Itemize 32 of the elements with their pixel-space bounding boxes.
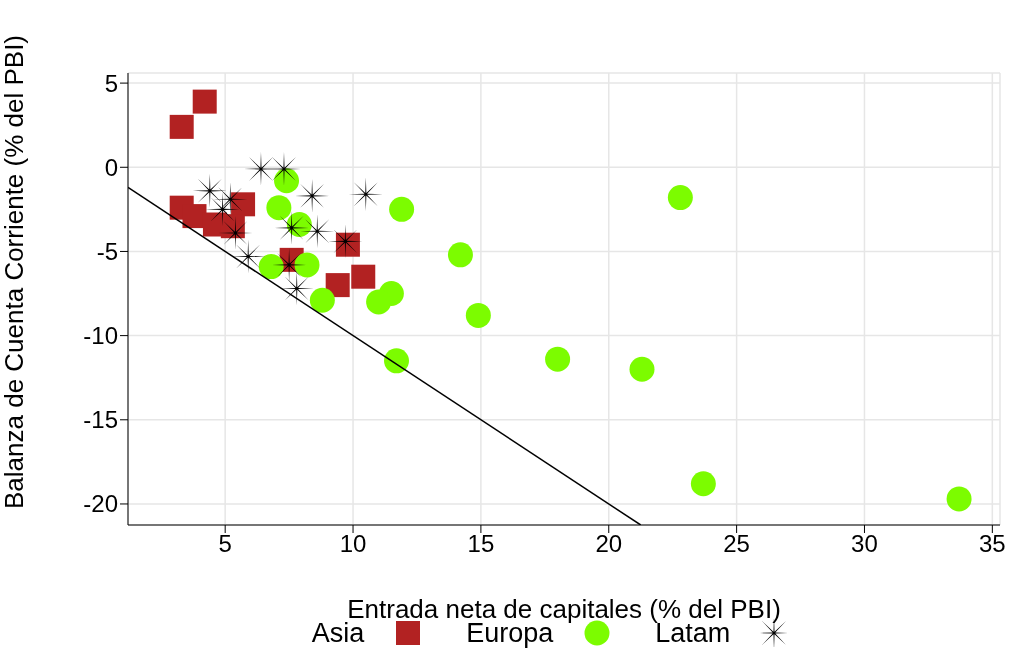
- point: [169, 114, 194, 139]
- y-tick-label: -5: [96, 237, 118, 265]
- y-tick-label: 5: [104, 69, 118, 97]
- point: [258, 254, 284, 280]
- point: [667, 185, 693, 211]
- point: [366, 289, 392, 315]
- x-tick-label: 25: [723, 530, 750, 558]
- point: [946, 486, 972, 512]
- y-tick-label: 0: [104, 153, 118, 181]
- x-tick-label: 10: [339, 530, 367, 558]
- point: [192, 89, 217, 114]
- point: [384, 348, 409, 374]
- y-tick-label: -15: [83, 406, 118, 434]
- point: [690, 471, 716, 497]
- point: [309, 287, 335, 313]
- point: [447, 242, 473, 268]
- point: [629, 356, 655, 382]
- y-axis-title: Balanza de Cuenta Corriente (% del PBI): [0, 34, 30, 509]
- point: [389, 196, 415, 222]
- x-tick-label: 15: [467, 530, 495, 558]
- x-tick-label: 20: [595, 530, 623, 558]
- y-tick-label: -20: [83, 490, 118, 518]
- x-tick-label: 30: [851, 530, 878, 558]
- point: [545, 346, 571, 372]
- x-tick-label: 5: [218, 530, 232, 558]
- point: [325, 273, 350, 298]
- point: [351, 264, 376, 289]
- y-tick-label: -10: [83, 322, 118, 350]
- x-tick-label: 35: [978, 530, 1006, 558]
- point: [294, 252, 320, 278]
- point: [266, 195, 292, 221]
- point: [465, 302, 491, 328]
